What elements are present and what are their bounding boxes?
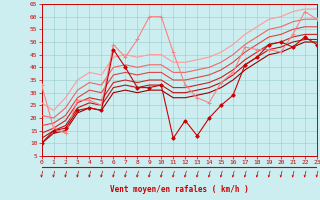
Text: Vent moyen/en rafales ( km/h ): Vent moyen/en rafales ( km/h ) [110, 186, 249, 194]
